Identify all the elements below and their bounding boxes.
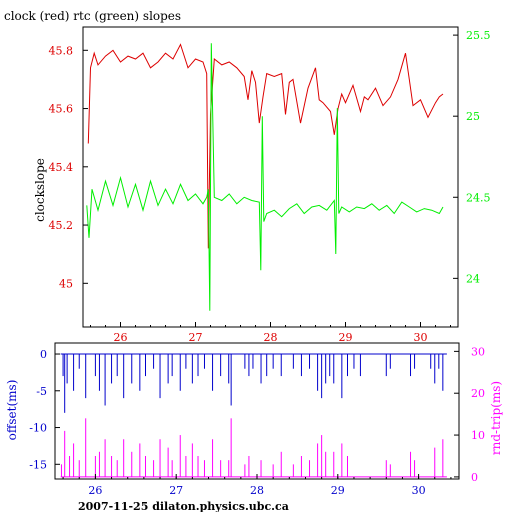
bottom-y-axis-label-left: offset(ms)	[5, 380, 19, 441]
top-x-tick-label: 27	[189, 331, 203, 344]
bottom-x-tick-label: 28	[250, 484, 264, 497]
bottom-y-tick-label-left: 0	[40, 348, 47, 361]
top-x-tick-label: 30	[414, 331, 428, 344]
bottom-y-tick-label-right: 10	[471, 429, 485, 442]
bottom-y-axis-left: 0 -5 -10 -15	[29, 348, 60, 471]
top-x-tick-label: 26	[114, 331, 128, 344]
top-y-tick-label-left: 45	[59, 277, 73, 290]
top-series-line-green	[86, 43, 444, 311]
bottom-y-tick-label-left: -10	[29, 422, 47, 435]
top-y-tick-label-left: 45.4	[49, 161, 74, 174]
bottom-x-tick-label: 30	[412, 484, 426, 497]
top-y-axis-right: 24 24.5 25 25.5	[453, 29, 491, 285]
top-chart-title: clock (red) rtc (green) slopes	[4, 9, 181, 23]
top-y-tick-label-left: 45.6	[49, 103, 74, 116]
top-y-tick-label-right: 25	[466, 110, 480, 123]
top-y-axis-left: 45 45.2 45.4 45.6 45.8	[49, 44, 88, 290]
top-y-tick-label-right: 24.5	[466, 191, 491, 204]
footer-text: 2007-11-25 dilaton.physics.ubc.ca	[78, 500, 289, 512]
top-y-axis-label: clockslope	[33, 158, 47, 222]
top-series-group	[86, 43, 444, 311]
top-x-axis: 26 27 28 29 30	[90, 322, 451, 344]
top-x-tick-label: 28	[264, 331, 278, 344]
bottom-plot-frame	[54, 342, 460, 480]
bottom-x-tick-label: 27	[169, 484, 183, 497]
top-y-tick-label-right: 25.5	[466, 29, 491, 42]
bottom-y-axis-right: 0 10 20 30	[454, 345, 485, 484]
top-y-tick-label-left: 45.8	[49, 44, 74, 57]
bottom-y-tick-label-left: -5	[36, 385, 47, 398]
bottom-y-axis-label-right: rnd-trip(ms)	[489, 381, 503, 455]
bottom-y-tick-label-left: -15	[29, 458, 47, 471]
bottom-x-tick-label: 26	[88, 484, 102, 497]
top-y-tick-label-right: 24	[466, 272, 480, 285]
bottom-x-axis: 26 27 28 29 30	[62, 474, 452, 497]
bottom-x-tick-label: 29	[331, 484, 345, 497]
top-series-line-red	[87, 43, 444, 249]
bottom-y-tick-label-right: 30	[471, 345, 485, 358]
bottom-y-tick-label-right: 20	[471, 387, 485, 400]
top-x-tick-label: 29	[339, 331, 353, 344]
top-plot-frame	[82, 26, 459, 328]
bottom-y-tick-label-right: 0	[471, 471, 478, 484]
top-y-tick-label-left: 45.2	[49, 219, 74, 232]
bottom-series-group	[60, 353, 447, 478]
